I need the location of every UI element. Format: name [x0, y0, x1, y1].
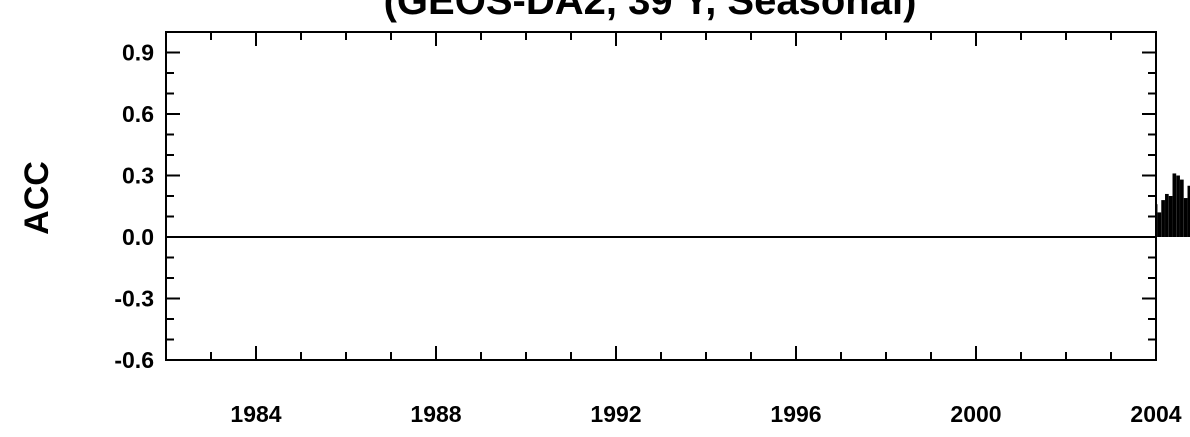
- bar: [1187, 185, 1190, 237]
- ticks-group: [165, 31, 1157, 361]
- bar: [1165, 193, 1169, 237]
- y-tick-label: 0.9: [122, 40, 154, 66]
- bar: [1157, 212, 1162, 237]
- y-tick-label: 0.3: [122, 163, 154, 189]
- x-tick-label: 1984: [230, 401, 281, 427]
- bar: [1161, 200, 1165, 237]
- y-tick-label: 0.6: [122, 101, 154, 127]
- plot-area: [166, 32, 1156, 360]
- y-tick-label: 0.0: [122, 224, 154, 250]
- y-axis-label: ACC: [18, 161, 56, 235]
- axes-group: [165, 31, 1157, 361]
- bar: [1172, 173, 1177, 237]
- bar: [1168, 196, 1173, 237]
- x-tick-label: 1992: [590, 401, 641, 427]
- x-tick-label: 2004: [1130, 401, 1181, 427]
- bar: [1176, 175, 1180, 237]
- x-tick-label: 2000: [950, 401, 1001, 427]
- bar: [1183, 198, 1188, 237]
- x-tick-label: 1988: [410, 401, 461, 427]
- x-tick-label: 1996: [770, 401, 821, 427]
- y-tick-label: -0.6: [114, 347, 154, 373]
- bar: [1180, 179, 1184, 237]
- tick-labels-group: 0.9 0.6 0.3 0.0 -0.3 -0.6 1984 1988 1992 1996 2000…: [114, 40, 1181, 428]
- y-tick-label: -0.3: [114, 286, 154, 312]
- chart-title: (GEOS-DA2, 39 Y, Seasonal): [384, 0, 917, 23]
